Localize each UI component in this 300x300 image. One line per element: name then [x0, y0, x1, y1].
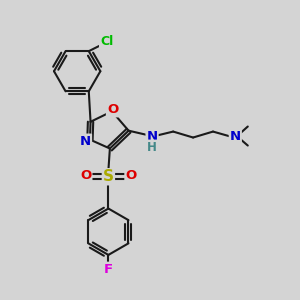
- Text: N: N: [146, 130, 158, 143]
- Text: N: N: [230, 130, 241, 142]
- Text: O: O: [125, 169, 136, 182]
- Text: O: O: [80, 169, 92, 182]
- Text: S: S: [103, 169, 114, 184]
- Text: N: N: [80, 135, 91, 148]
- Text: H: H: [147, 140, 157, 154]
- Text: Cl: Cl: [100, 35, 113, 48]
- Text: O: O: [107, 103, 118, 116]
- Text: F: F: [104, 263, 113, 276]
